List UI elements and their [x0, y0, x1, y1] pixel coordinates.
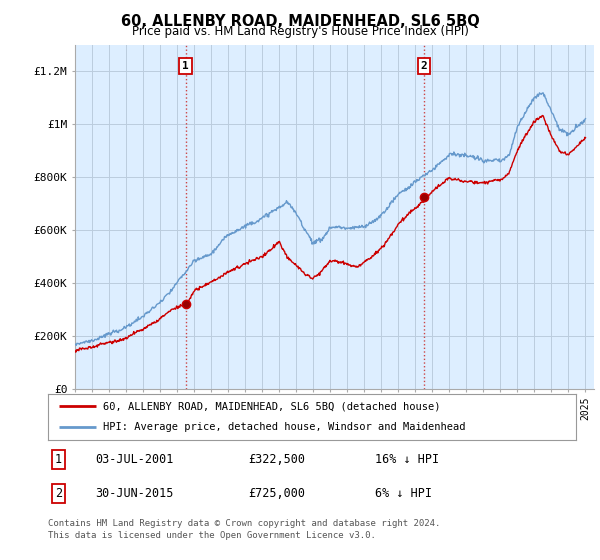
Text: 1: 1 — [55, 452, 62, 465]
Text: £322,500: £322,500 — [248, 452, 305, 465]
Text: 6% ↓ HPI: 6% ↓ HPI — [376, 487, 433, 500]
Text: 16% ↓ HPI: 16% ↓ HPI — [376, 452, 439, 465]
Text: 2: 2 — [55, 487, 62, 500]
Text: 60, ALLENBY ROAD, MAIDENHEAD, SL6 5BQ: 60, ALLENBY ROAD, MAIDENHEAD, SL6 5BQ — [121, 14, 479, 29]
Text: HPI: Average price, detached house, Windsor and Maidenhead: HPI: Average price, detached house, Wind… — [103, 422, 466, 432]
Text: 60, ALLENBY ROAD, MAIDENHEAD, SL6 5BQ (detached house): 60, ALLENBY ROAD, MAIDENHEAD, SL6 5BQ (d… — [103, 401, 441, 411]
Text: 1: 1 — [182, 61, 189, 71]
Text: £725,000: £725,000 — [248, 487, 305, 500]
Text: This data is licensed under the Open Government Licence v3.0.: This data is licensed under the Open Gov… — [48, 531, 376, 540]
Text: 03-JUL-2001: 03-JUL-2001 — [95, 452, 174, 465]
Text: 30-JUN-2015: 30-JUN-2015 — [95, 487, 174, 500]
Text: Contains HM Land Registry data © Crown copyright and database right 2024.: Contains HM Land Registry data © Crown c… — [48, 520, 440, 529]
Text: 2: 2 — [421, 61, 427, 71]
Text: Price paid vs. HM Land Registry's House Price Index (HPI): Price paid vs. HM Land Registry's House … — [131, 25, 469, 38]
